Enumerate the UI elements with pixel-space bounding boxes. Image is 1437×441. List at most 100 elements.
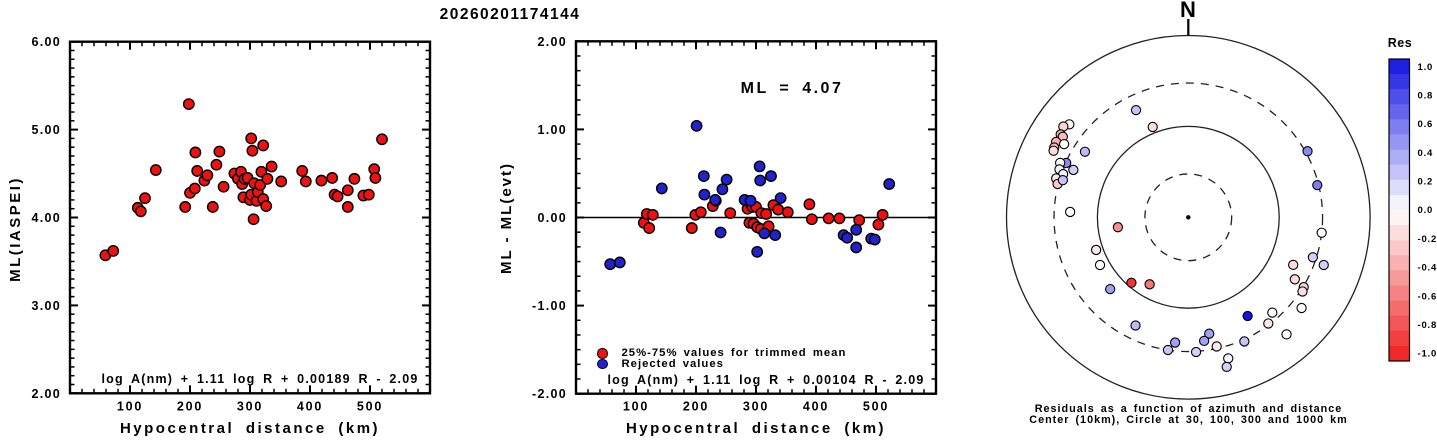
colorbar-tick-label: 0.6 (1418, 119, 1434, 130)
x-tick-label: 400 (297, 399, 323, 413)
colorbar-segment (1389, 59, 1410, 75)
rejected-dot-icon (597, 358, 608, 370)
colorbar-tick-label: 0.8 (1418, 90, 1434, 101)
station-residual-point (1289, 274, 1300, 285)
ml-value-annotation: ML = 4.07 (740, 80, 844, 97)
y-tick-label: 2.00 (31, 387, 61, 401)
data-point (781, 206, 794, 219)
station-residual-point (1312, 179, 1323, 191)
data-point (765, 170, 777, 182)
station-residual-point (1198, 335, 1210, 347)
data-point (201, 169, 214, 182)
y-tick-label: -1.00 (532, 299, 567, 313)
station-residual-point (1204, 328, 1215, 339)
colorbar-segment (1389, 164, 1410, 181)
colorbar-frame (1388, 58, 1411, 362)
north-label: N (1180, 0, 1196, 22)
x-tick-label: 500 (863, 400, 889, 414)
colorbar-segment (1389, 74, 1410, 90)
legend-item-trimmed: 25%-75% values for trimmed mean (597, 347, 846, 359)
data-point (299, 175, 312, 188)
colorbar-segment (1389, 270, 1410, 286)
station-residual-point (1297, 286, 1308, 297)
y-tick-label: 6.00 (31, 35, 61, 49)
data-point (613, 256, 626, 269)
data-point (643, 222, 656, 234)
station-residual-point (1281, 329, 1292, 340)
distance-ring-solid (1096, 125, 1280, 309)
data-point (646, 208, 659, 221)
colorbar-segment (1389, 315, 1410, 332)
station-residual-point (1190, 346, 1202, 358)
x-tick-label: 500 (357, 399, 383, 413)
colorbar-segment (1389, 240, 1410, 256)
colorbar-segment (1389, 89, 1410, 105)
x-tick-label: 200 (683, 400, 709, 414)
colorbar-tick-label: 0.2 (1418, 177, 1434, 188)
station-residual-point (1221, 361, 1232, 373)
colorbar-segment (1389, 119, 1410, 135)
data-point (714, 226, 727, 239)
x-tick-label: 100 (623, 400, 649, 414)
colorbar-segment (1389, 104, 1410, 120)
data-point (348, 172, 361, 185)
station-residual-point (1126, 277, 1137, 288)
data-point (247, 213, 260, 226)
data-point (149, 164, 162, 176)
station-residual-point (1318, 259, 1329, 271)
colorbar-tick-label: 1.0 (1418, 62, 1434, 73)
data-point (758, 227, 771, 240)
station-residual-point (1307, 252, 1319, 263)
x-tick-label: 200 (177, 399, 203, 413)
data-point (341, 184, 354, 197)
colorbar-segment (1389, 300, 1410, 317)
colorbar-segment (1389, 225, 1410, 241)
station-residual-point (1079, 146, 1091, 157)
station-residual-point (1239, 336, 1250, 347)
data-point (179, 201, 192, 213)
station-residual-point (1130, 320, 1141, 331)
data-point (210, 158, 223, 171)
station-residual-point (1302, 146, 1313, 157)
data-point (275, 175, 288, 188)
center-point (1186, 215, 1191, 220)
data-point (744, 194, 757, 207)
data-point (604, 258, 617, 271)
y-tick-label: -2.00 (532, 387, 567, 401)
station-residual-point (1048, 145, 1059, 156)
distance-ring-dashed (1144, 173, 1233, 262)
colorbar-tick-label: -0.2 (1418, 234, 1437, 245)
colorbar-segment (1389, 330, 1410, 347)
data-point (265, 160, 278, 173)
data-point (774, 192, 787, 205)
y-tick-label: 5.00 (31, 123, 61, 137)
data-point (246, 144, 259, 157)
data-point (853, 214, 866, 227)
colorbar-tick-label: 0.4 (1418, 148, 1434, 159)
y-tick-label: 0.00 (537, 211, 567, 225)
x-tick-label: 400 (803, 400, 829, 414)
station-residual-point (1105, 283, 1116, 295)
y-tick-label: 2.00 (537, 35, 567, 49)
station-residual-point (1242, 310, 1253, 322)
data-point (134, 205, 147, 218)
station-residual-point (1057, 174, 1069, 186)
distance-ring-dashed (1053, 82, 1324, 353)
data-point (697, 170, 710, 182)
colorbar-segment (1389, 345, 1410, 362)
data-point (883, 178, 896, 190)
station-residual-point (1169, 337, 1181, 348)
data-point (182, 98, 195, 111)
polar-caption-line1: Residuals as a function of azimuth and d… (1034, 403, 1343, 415)
data-point (296, 165, 309, 177)
data-point (751, 245, 764, 258)
data-point (326, 172, 339, 184)
station-residual-point (1112, 222, 1124, 233)
station-residual-point (1068, 164, 1079, 176)
data-point (720, 173, 733, 186)
colorbar-tick-label: -0.6 (1418, 291, 1437, 302)
station-residual-point (1296, 302, 1307, 314)
x-tick-label: 100 (117, 399, 143, 413)
data-point (698, 188, 711, 201)
